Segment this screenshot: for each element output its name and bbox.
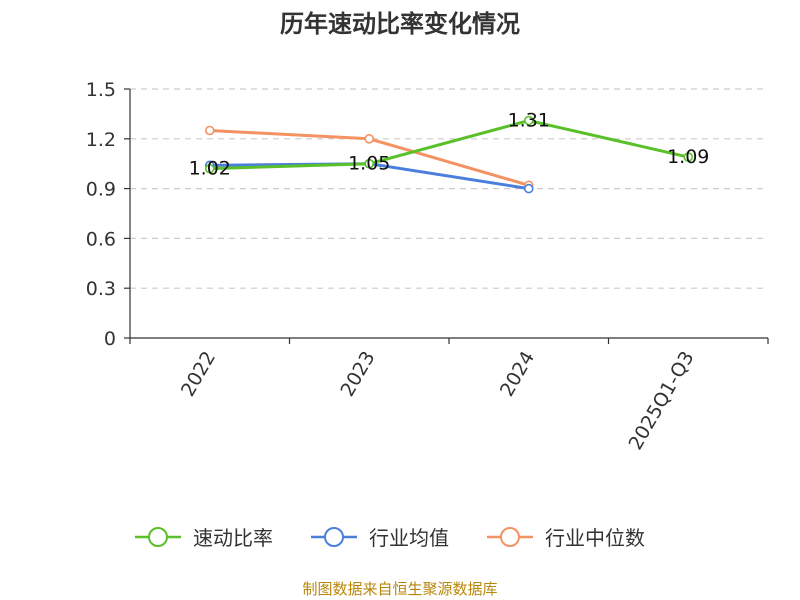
x-tick-label-0: 2022: [177, 348, 220, 401]
y-tick-label-1: 0.3: [86, 278, 116, 300]
legend-label-0: 速动比率: [193, 526, 273, 550]
x-tick-label-1: 2023: [336, 348, 379, 401]
series-line-0: [209, 119, 689, 171]
legend-item-0[interactable]: 速动比率: [135, 526, 273, 550]
series-0: [204, 115, 694, 174]
legend-label-1: 行业均值: [369, 526, 449, 550]
data-label-3: 1.09: [667, 146, 709, 168]
legend-item-1[interactable]: 行业均值: [311, 526, 449, 550]
legend[interactable]: 速动比率 行业均值 行业中位数: [135, 526, 645, 550]
y-tick-label-2: 0.6: [86, 228, 116, 250]
data-label-2: 1.31: [508, 110, 550, 132]
grid-lines: [130, 88, 768, 289]
axes: 0 0.3 0.6 0.9 1.2 1.5 2022 2023 2024 2025Q1-Q3: [86, 79, 769, 454]
source-note: 制图数据来自恒生聚源数据库: [302, 580, 497, 598]
legend-marker-1: [324, 527, 344, 547]
legend-label-2: 行业中位数: [545, 526, 645, 550]
y-tick-label-3: 0.9: [86, 179, 116, 201]
y-tick-label-5: 1.5: [86, 79, 116, 101]
series-point-0-1: [364, 158, 375, 169]
legend-item-2[interactable]: 行业中位数: [487, 526, 645, 550]
data-label-0: 1.02: [189, 158, 231, 180]
chart-title: 历年速动比率变化情况: [280, 10, 520, 38]
series-point-0-2: [523, 115, 534, 126]
x-tick-label-2: 2024: [496, 348, 539, 401]
legend-marker-2: [500, 527, 520, 547]
y-tick-label-4: 1.2: [86, 129, 116, 151]
series-group: [204, 115, 694, 194]
series-point-0-0: [204, 163, 215, 174]
x-tick-label-3: 2025Q1-Q3: [625, 348, 699, 454]
series-point-1-2: [523, 183, 534, 194]
series-point-2-1: [364, 134, 375, 144]
legend-marker-0: [148, 527, 168, 547]
series-point-0-3: [683, 152, 694, 162]
series-point-2-0: [204, 125, 215, 136]
data-labels: 1.02 1.05 1.31 1.09: [189, 110, 710, 180]
data-label-1: 1.05: [348, 153, 390, 175]
y-tick-label-0: 0: [104, 328, 116, 350]
